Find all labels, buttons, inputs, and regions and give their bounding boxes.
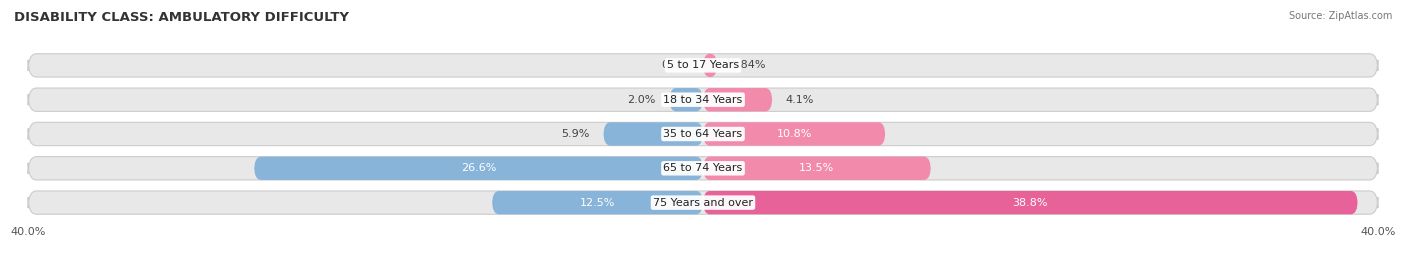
- Text: 13.5%: 13.5%: [799, 163, 835, 173]
- FancyBboxPatch shape: [254, 157, 703, 180]
- Text: 18 to 34 Years: 18 to 34 Years: [664, 95, 742, 105]
- Text: 35 to 64 Years: 35 to 64 Years: [664, 129, 742, 139]
- FancyBboxPatch shape: [703, 88, 772, 111]
- FancyBboxPatch shape: [492, 191, 703, 214]
- Text: 75 Years and over: 75 Years and over: [652, 198, 754, 208]
- FancyBboxPatch shape: [703, 191, 1358, 214]
- FancyBboxPatch shape: [669, 88, 703, 111]
- Text: 12.5%: 12.5%: [579, 198, 616, 208]
- Text: 2.0%: 2.0%: [627, 95, 655, 105]
- Text: 5 to 17 Years: 5 to 17 Years: [666, 60, 740, 70]
- Text: DISABILITY CLASS: AMBULATORY DIFFICULTY: DISABILITY CLASS: AMBULATORY DIFFICULTY: [14, 11, 349, 24]
- Text: Source: ZipAtlas.com: Source: ZipAtlas.com: [1288, 11, 1392, 21]
- Text: 10.8%: 10.8%: [776, 129, 811, 139]
- FancyBboxPatch shape: [28, 88, 1378, 111]
- Text: 0.84%: 0.84%: [731, 60, 766, 70]
- FancyBboxPatch shape: [28, 157, 1378, 180]
- FancyBboxPatch shape: [603, 122, 703, 146]
- Text: 38.8%: 38.8%: [1012, 198, 1047, 208]
- FancyBboxPatch shape: [28, 191, 1378, 214]
- Text: 5.9%: 5.9%: [561, 129, 591, 139]
- FancyBboxPatch shape: [28, 122, 1378, 146]
- FancyBboxPatch shape: [703, 122, 886, 146]
- Text: 65 to 74 Years: 65 to 74 Years: [664, 163, 742, 173]
- Text: 4.1%: 4.1%: [786, 95, 814, 105]
- FancyBboxPatch shape: [703, 54, 717, 77]
- Text: 26.6%: 26.6%: [461, 163, 496, 173]
- FancyBboxPatch shape: [703, 157, 931, 180]
- FancyBboxPatch shape: [28, 54, 1378, 77]
- Text: 0.0%: 0.0%: [661, 60, 689, 70]
